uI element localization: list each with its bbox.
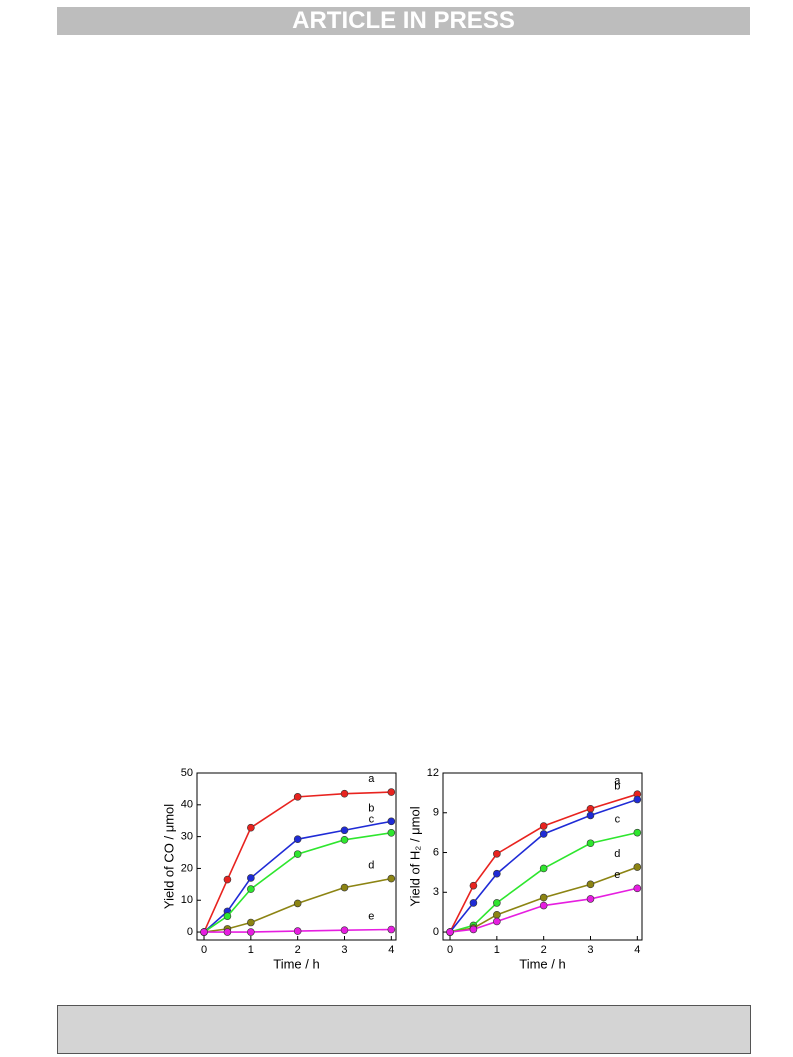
data-point bbox=[493, 899, 501, 907]
series-line bbox=[204, 928, 392, 933]
data-point bbox=[586, 811, 595, 820]
data-point bbox=[446, 928, 454, 936]
data-point bbox=[539, 893, 548, 902]
data-point bbox=[247, 874, 255, 882]
y-tick-label: 10 bbox=[181, 894, 193, 906]
data-point bbox=[493, 911, 501, 919]
data-point bbox=[247, 823, 255, 832]
data-point bbox=[493, 869, 501, 878]
data-point bbox=[200, 928, 208, 936]
series-label: b bbox=[368, 802, 374, 814]
y-tick-label: 50 bbox=[181, 767, 193, 779]
header-bar: ARTICLE IN PRESS bbox=[57, 7, 750, 35]
data-point bbox=[586, 839, 595, 848]
data-point bbox=[293, 835, 302, 843]
series-line bbox=[203, 877, 392, 933]
data-point bbox=[586, 804, 595, 813]
data-point bbox=[387, 925, 396, 934]
series-line bbox=[449, 831, 638, 933]
data-point bbox=[586, 880, 595, 889]
data-point bbox=[293, 899, 302, 908]
y-tick-label: 12 bbox=[427, 767, 439, 779]
x-tick-label: 3 bbox=[341, 944, 347, 956]
data-point bbox=[539, 830, 548, 838]
series-line bbox=[449, 866, 638, 933]
y-tick-label: 30 bbox=[181, 831, 193, 843]
y-tick-label: 9 bbox=[433, 807, 439, 819]
data-point bbox=[293, 850, 302, 858]
data-point bbox=[293, 793, 302, 801]
footer-box bbox=[57, 1005, 751, 1054]
data-point bbox=[633, 828, 642, 837]
x-tick-label: 1 bbox=[248, 944, 254, 956]
x-axis-label: Time / h bbox=[519, 956, 565, 971]
x-tick-label: 2 bbox=[541, 944, 547, 956]
series-line bbox=[203, 832, 392, 933]
x-tick-label: 0 bbox=[447, 944, 453, 956]
data-point bbox=[340, 926, 349, 934]
y-axis-label: Yield of H₂ / μmol bbox=[407, 806, 422, 906]
data-point bbox=[387, 788, 396, 796]
plot-frame bbox=[442, 772, 643, 941]
data-point bbox=[493, 850, 501, 858]
plot-frame bbox=[196, 772, 397, 941]
data-point bbox=[633, 884, 642, 893]
data-point bbox=[223, 875, 232, 884]
y-tick-label: 3 bbox=[433, 886, 439, 898]
data-point bbox=[633, 863, 642, 871]
data-point bbox=[469, 881, 478, 890]
series-label: a bbox=[614, 775, 621, 787]
data-point bbox=[539, 864, 548, 873]
series-label: c bbox=[615, 814, 621, 826]
x-axis-label: Time / h bbox=[273, 956, 319, 971]
data-point bbox=[469, 925, 478, 934]
data-point bbox=[247, 918, 255, 927]
y-tick-label: 6 bbox=[433, 846, 439, 858]
series-line bbox=[203, 791, 392, 933]
series-line bbox=[449, 887, 638, 933]
data-point bbox=[387, 829, 396, 837]
x-tick-label: 0 bbox=[201, 944, 207, 956]
x-tick-label: 4 bbox=[634, 944, 640, 956]
data-point bbox=[293, 927, 302, 935]
series-label: a bbox=[368, 773, 375, 785]
series-line bbox=[203, 820, 392, 933]
series-label: d bbox=[614, 848, 620, 860]
data-point bbox=[247, 885, 255, 893]
data-point bbox=[340, 883, 349, 892]
data-point bbox=[223, 912, 232, 920]
y-tick-label: 0 bbox=[187, 926, 193, 938]
data-point bbox=[539, 822, 548, 830]
data-point bbox=[223, 928, 232, 936]
series-label: c bbox=[369, 814, 375, 826]
series-line bbox=[449, 798, 638, 933]
series-label: e bbox=[368, 910, 374, 922]
data-point bbox=[387, 874, 396, 883]
series-label: e bbox=[614, 869, 620, 881]
data-point bbox=[586, 895, 595, 903]
data-point bbox=[247, 928, 255, 936]
data-point bbox=[539, 901, 548, 910]
y-tick-label: 40 bbox=[181, 799, 193, 811]
data-point bbox=[633, 795, 642, 804]
data-point bbox=[469, 899, 478, 907]
x-tick-label: 4 bbox=[388, 944, 394, 956]
data-point bbox=[340, 789, 349, 798]
data-point bbox=[387, 817, 396, 826]
x-tick-label: 2 bbox=[295, 944, 301, 956]
data-point bbox=[340, 835, 349, 844]
x-tick-label: 1 bbox=[494, 944, 500, 956]
data-point bbox=[340, 826, 349, 835]
y-tick-label: 20 bbox=[181, 862, 193, 874]
data-point bbox=[493, 917, 501, 926]
series-label: b bbox=[614, 780, 620, 792]
series-label: d bbox=[368, 860, 374, 872]
series-line bbox=[449, 793, 638, 933]
y-axis-label: Yield of CO / μmol bbox=[161, 804, 176, 909]
x-tick-label: 3 bbox=[587, 944, 593, 956]
y-tick-label: 0 bbox=[433, 926, 439, 938]
